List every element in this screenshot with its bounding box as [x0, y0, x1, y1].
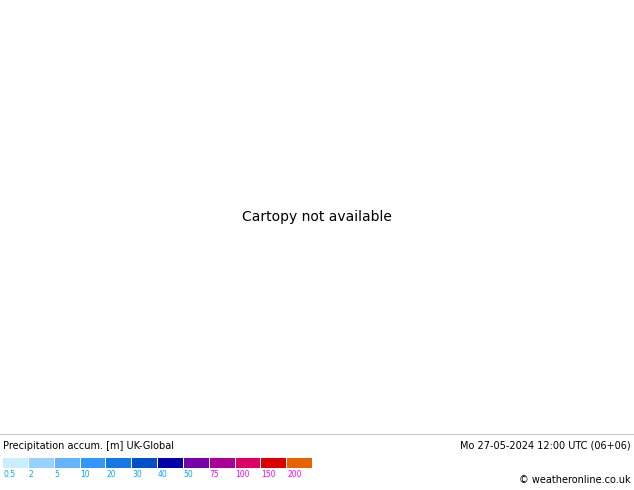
Bar — [81, 458, 105, 468]
Bar — [55, 458, 79, 468]
Text: Mo 27-05-2024 12:00 UTC (06+06): Mo 27-05-2024 12:00 UTC (06+06) — [460, 441, 631, 451]
Bar — [29, 458, 54, 468]
Text: © weatheronline.co.uk: © weatheronline.co.uk — [519, 475, 631, 485]
Text: 20: 20 — [107, 470, 116, 479]
Bar — [184, 458, 209, 468]
Bar — [3, 458, 28, 468]
Bar — [158, 458, 183, 468]
Text: 200: 200 — [287, 470, 302, 479]
Bar — [235, 458, 261, 468]
Text: Cartopy not available: Cartopy not available — [242, 210, 392, 224]
Bar — [287, 458, 312, 468]
Text: 75: 75 — [210, 470, 219, 479]
Text: 150: 150 — [261, 470, 276, 479]
Text: 0.5: 0.5 — [3, 470, 15, 479]
Text: 10: 10 — [81, 470, 90, 479]
Text: 2: 2 — [29, 470, 34, 479]
Bar — [107, 458, 131, 468]
Text: 40: 40 — [158, 470, 168, 479]
Text: 5: 5 — [55, 470, 60, 479]
Bar — [210, 458, 235, 468]
Text: 100: 100 — [235, 470, 250, 479]
Text: Precipitation accum. [m] UK-Global: Precipitation accum. [m] UK-Global — [3, 441, 174, 451]
Bar — [261, 458, 286, 468]
Text: 50: 50 — [184, 470, 193, 479]
Bar — [132, 458, 157, 468]
Text: 30: 30 — [132, 470, 142, 479]
